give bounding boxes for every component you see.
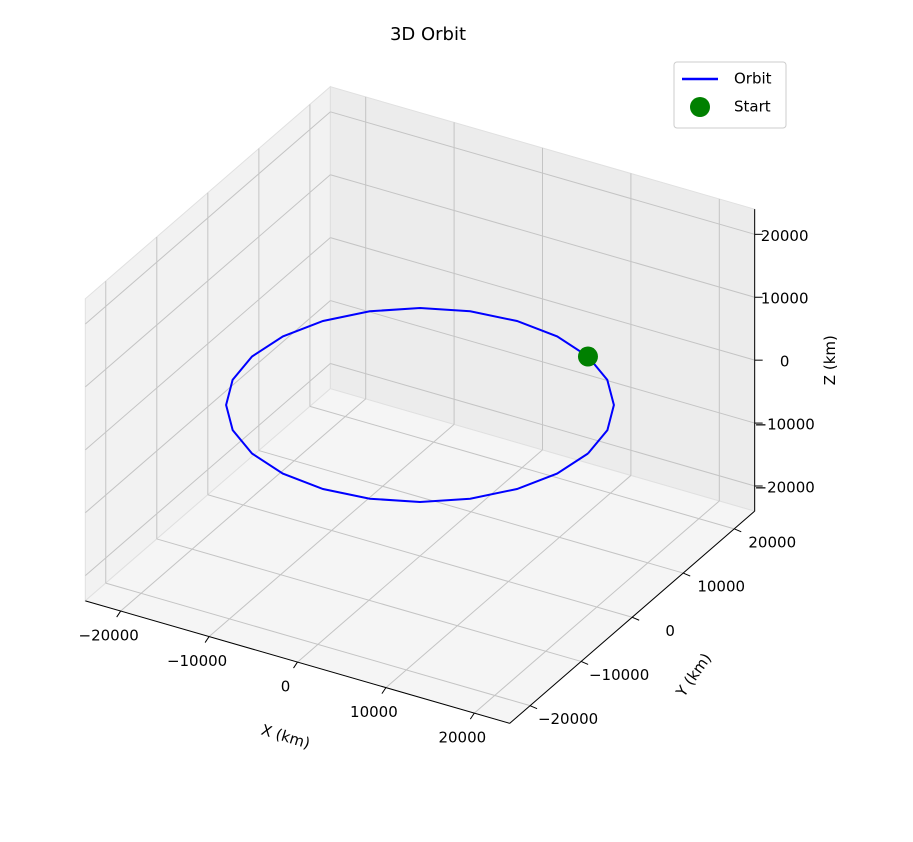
y-tick-label: 10000 — [697, 578, 745, 596]
legend-label: Start — [734, 98, 771, 116]
tick-mark — [293, 661, 298, 669]
legend-label: Orbit — [734, 70, 772, 88]
start-point — [577, 346, 598, 367]
grid-line — [85, 300, 331, 514]
y-axis-label: Y (km) — [672, 650, 715, 701]
legend-swatch — [690, 97, 710, 117]
grid-line — [330, 363, 755, 487]
z-tick-label: 0 — [780, 353, 790, 371]
x-tick-label: −20000 — [79, 627, 139, 645]
x-tick-label: −10000 — [167, 652, 227, 670]
y-tick-label: −10000 — [589, 666, 649, 684]
grid-line — [330, 111, 755, 235]
x-tick-label: 20000 — [438, 729, 486, 747]
x-tick-label: 0 — [281, 678, 291, 696]
chart-title: 3D Orbit — [390, 24, 466, 45]
grid-line — [309, 405, 735, 530]
grid-line — [330, 237, 755, 361]
tick-mark — [529, 705, 538, 710]
grid-line — [156, 538, 582, 662]
tick-mark — [116, 610, 122, 618]
y-tick-label: 0 — [665, 622, 675, 640]
z-tick-label: 20000 — [761, 227, 809, 245]
z-axis-label: Z (km) — [821, 335, 839, 385]
grid-line — [85, 111, 331, 325]
grid-line — [85, 174, 331, 388]
z-tick-label: −10000 — [755, 416, 815, 434]
tick-mark — [683, 572, 691, 577]
tick-mark — [631, 616, 640, 621]
grid-line — [207, 494, 633, 618]
tick-mark — [734, 528, 742, 533]
x-axis-label: X (km) — [259, 721, 312, 753]
grid-line — [85, 237, 331, 451]
x-tick-label: 10000 — [350, 703, 398, 721]
grid-line — [105, 582, 531, 707]
y-tick-label: 20000 — [748, 533, 796, 551]
z-tick-label: 10000 — [761, 290, 809, 308]
z-tick-label: −20000 — [755, 478, 815, 496]
tick-mark — [469, 712, 475, 720]
grid-line — [85, 363, 331, 577]
y-tick-label: −20000 — [538, 710, 598, 728]
grid-line — [258, 450, 684, 574]
tick-mark — [381, 687, 387, 694]
tick-mark — [580, 660, 589, 665]
grid-line — [330, 174, 755, 298]
tick-mark — [204, 636, 210, 643]
grid-line — [330, 300, 755, 424]
